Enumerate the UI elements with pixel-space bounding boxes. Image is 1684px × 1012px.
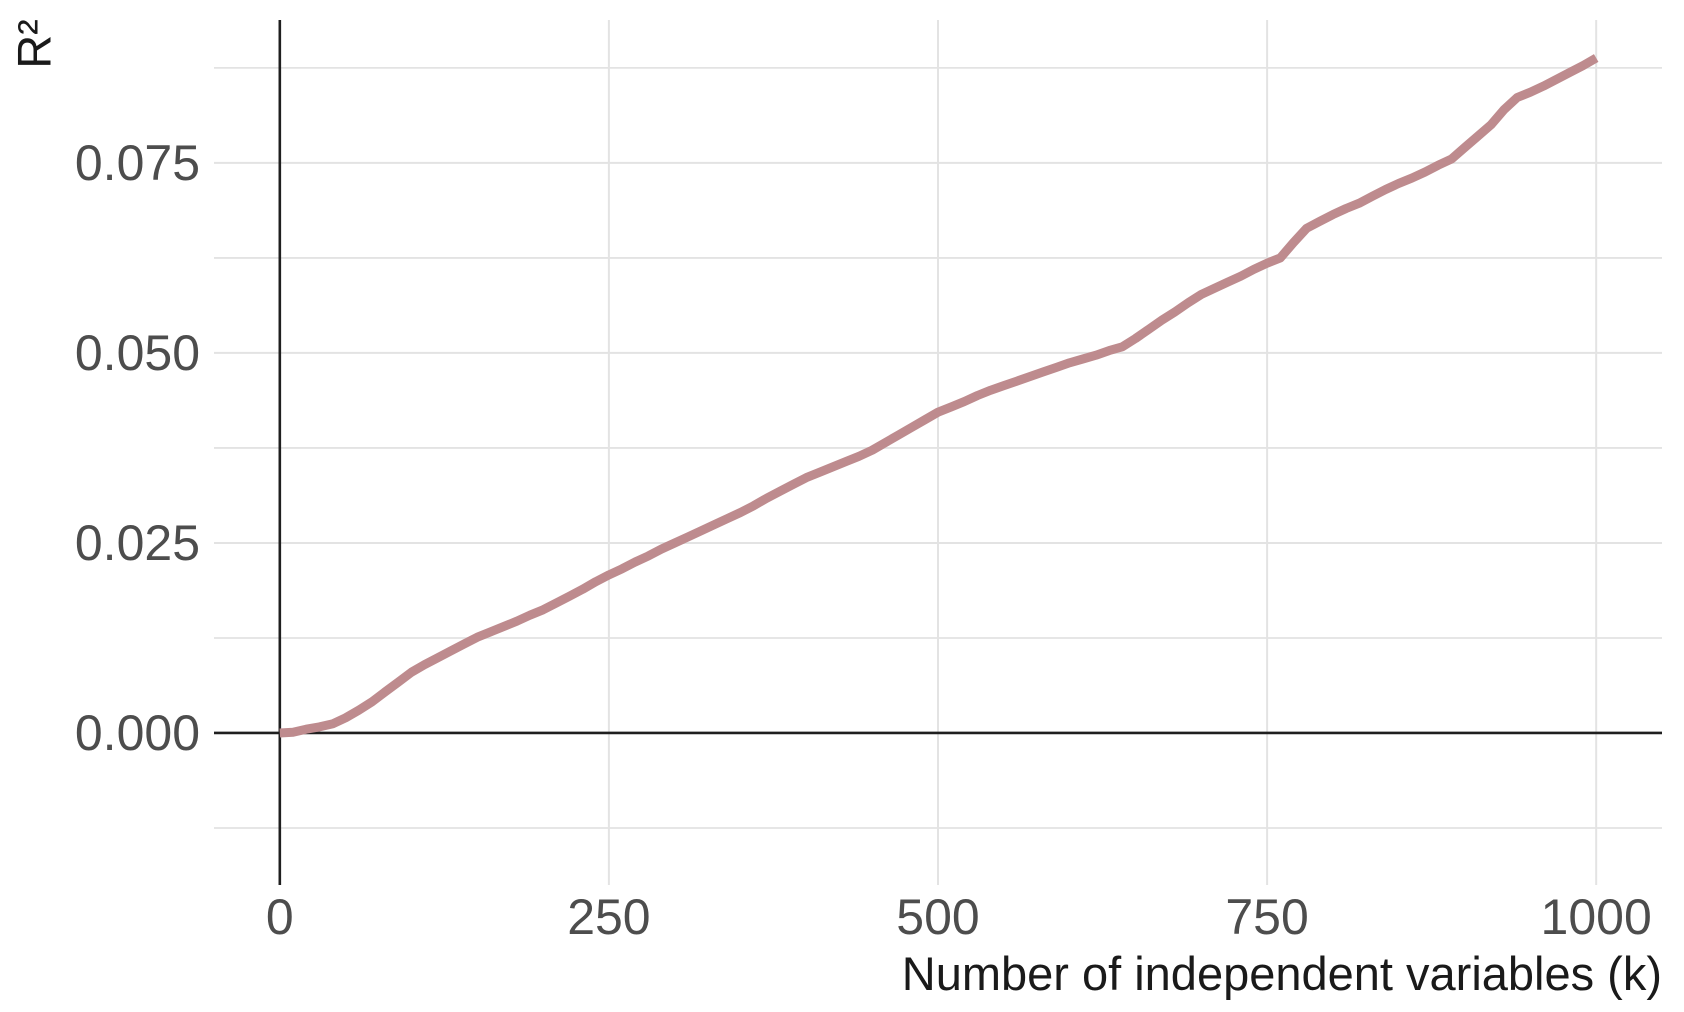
x-tick-label: 750 [1225, 889, 1309, 945]
y-tick-label: 0.025 [74, 514, 200, 571]
y-axis-title-text: R² [7, 19, 61, 69]
axis-lines [214, 20, 1662, 885]
x-tick-label: 0 [265, 889, 294, 945]
y-tick-label: 0.000 [74, 704, 200, 761]
y-tick-label: 0.075 [74, 134, 200, 191]
x-tick-label: 250 [567, 889, 651, 945]
y-axis-title: R² [4, 0, 64, 104]
x-axis-title: Number of independent variables (k) [901, 947, 1662, 1000]
y-tick-label: 0.050 [74, 324, 200, 381]
major-gridlines [214, 20, 1662, 885]
x-tick-label: 1000 [1540, 889, 1652, 945]
r-squared-series-line [279, 54, 1599, 738]
x-tick-label: 500 [896, 889, 980, 945]
